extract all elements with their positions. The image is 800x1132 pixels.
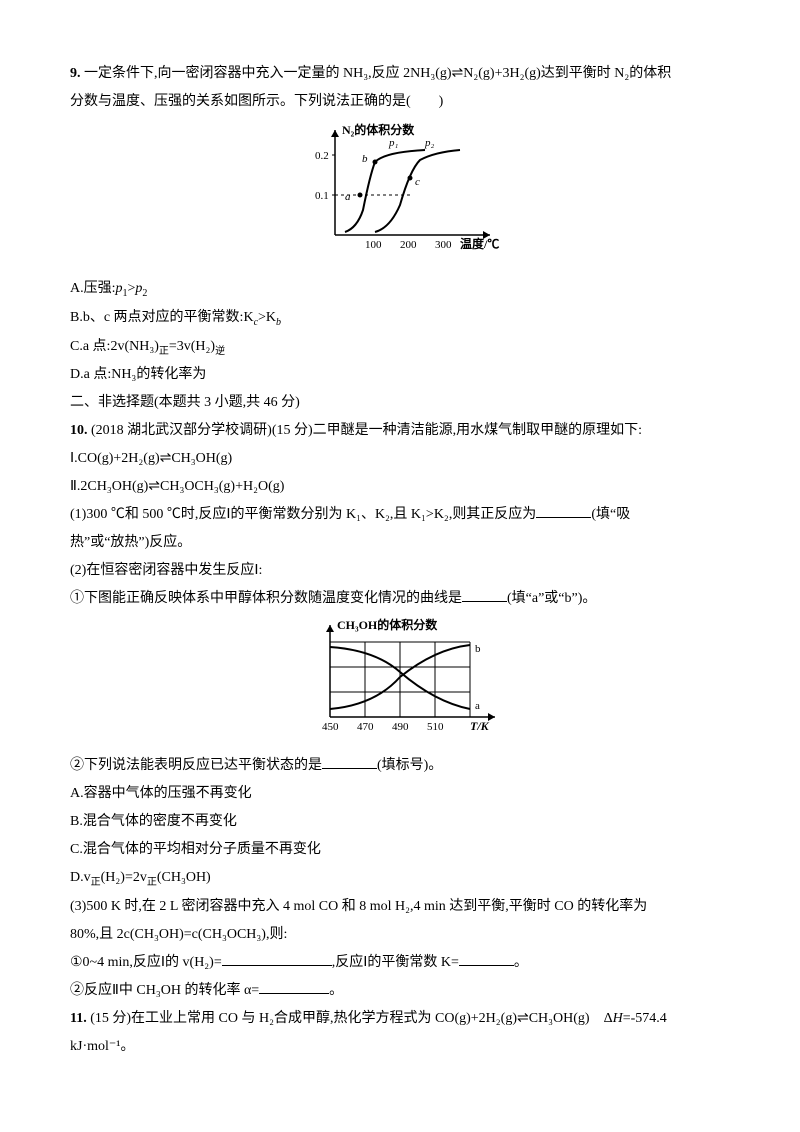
p2-label: p₂	[424, 137, 435, 149]
q10-eq1: Ⅰ.CO(g)+2H₂(g)⇌CH₃OH(g)	[70, 445, 730, 473]
q11-stem-c: kJ·mol⁻¹。	[70, 1033, 730, 1061]
q10-number: 10.	[70, 423, 88, 438]
q10-p3a: (3)500 K 时,在 2 L 密闭容器中充入 4 mol CO 和 8 mo…	[70, 893, 730, 921]
q10-chart-svg: b a 450 470 490 510 T/K CH₃OH的体积分数	[285, 617, 515, 737]
blank-1[interactable]	[536, 503, 591, 518]
pt-b: b	[362, 153, 368, 165]
q10-p31c: 。	[514, 955, 528, 970]
q10-optD-a: D.v	[70, 870, 91, 885]
ylabel2: CH₃OH的体积分数	[337, 617, 438, 632]
q10-optA: A.容器中气体的压强不再变化	[70, 780, 730, 808]
sub-b: b	[276, 317, 281, 328]
xt-470: 470	[357, 721, 374, 733]
p1-label: p₁	[388, 137, 399, 149]
q10-p3b: 80%,且 2c(CH₃OH)=c(CH₃OCH₃),则:	[70, 921, 730, 949]
curve-a: a	[475, 700, 480, 712]
q9-chart-svg: 0.1 0.2 100 200 300 a b c N₂的体积分数 p₁ p₂ …	[295, 120, 505, 260]
q10-chart: b a 450 470 490 510 T/K CH₃OH的体积分数	[70, 617, 730, 748]
q10-optB: B.混合气体的密度不再变化	[70, 808, 730, 836]
section2-title: 二、非选择题(本题共 3 小题,共 46 分)	[70, 389, 730, 417]
q9-stem-line2: 分数与温度、压强的关系如图所示。下列说法正确的是( )	[70, 88, 730, 116]
q10-p1c: 热”或“放热”)反应。	[70, 529, 730, 557]
xtick-200: 200	[400, 239, 417, 251]
q10-p1b: (填“吸	[591, 507, 630, 522]
q9-optB: B.b、c 两点对应的平衡常数:Kc>Kb	[70, 304, 730, 333]
q10-p31b: ,反应Ⅰ的平衡常数 K=	[332, 955, 459, 970]
q10-text: (2018 湖北武汉部分学校调研)(15 分)二甲醚是一种清洁能源,用水煤气制取…	[91, 423, 642, 438]
xtick-100: 100	[365, 239, 382, 251]
q9-optB-b: >K	[258, 310, 276, 325]
pt-a: a	[345, 191, 351, 203]
q9-optC-b: =3v(H₂)	[169, 339, 215, 354]
xt-450: 450	[322, 721, 339, 733]
pt-c: c	[415, 176, 420, 188]
q11-stem: 11. (15 分)在工业上常用 CO 与 H₂合成甲醇,热化学方程式为 CO(…	[70, 1005, 730, 1033]
q10-eq2: Ⅱ.2CH₃OH(g)⇌CH₃OCH₃(g)+H₂O(g)	[70, 473, 730, 501]
q10-optD: D.v正(H₂)=2v正(CH₃OH)	[70, 864, 730, 893]
q10-p32b: 。	[329, 983, 343, 998]
ital-H: H	[613, 1011, 623, 1026]
xt-490: 490	[392, 721, 409, 733]
xlabel: 温度/℃	[460, 236, 499, 251]
ytick-01: 0.1	[315, 190, 329, 202]
q10-p21b: (填“a”或“b”)。	[507, 591, 596, 606]
ytick-02: 0.2	[315, 150, 329, 162]
q9-text1: 一定条件下,向一密闭容器中充入一定量的 NH₃,反应 2NH₃(g)⇌N₂(g)…	[84, 66, 671, 81]
q11-text-a: (15 分)在工业上常用 CO 与 H₂合成甲醇,热化学方程式为 CO(g)+2…	[90, 1011, 612, 1026]
sub-z1: 正	[91, 877, 101, 888]
xt-510: 510	[427, 721, 444, 733]
q9-optB-a: B.b、c 两点对应的平衡常数:K	[70, 310, 254, 325]
q9-optA: A.压强:p1>p2	[70, 275, 730, 304]
q10-p21a: ①下图能正确反映体系中甲醇体积分数随温度变化情况的曲线是	[70, 591, 462, 606]
curve-b: b	[475, 643, 481, 655]
q10-p2-1: ①下图能正确反映体系中甲醇体积分数随温度变化情况的曲线是 (填“a”或“b”)。	[70, 585, 730, 613]
q9-chart: 0.1 0.2 100 200 300 a b c N₂的体积分数 p₁ p₂ …	[70, 120, 730, 271]
blank-5[interactable]	[459, 951, 514, 966]
q10-optD-c: (CH₃OH)	[157, 870, 211, 885]
sub-ni: 逆	[215, 345, 225, 356]
q10-optC: C.混合气体的平均相对分子质量不再变化	[70, 836, 730, 864]
q11-text-b: =-574.4	[623, 1011, 667, 1026]
blank-3[interactable]	[322, 754, 377, 769]
q10-p3-1: ①0~4 min,反应Ⅰ的 v(H₂)= ,反应Ⅰ的平衡常数 K= 。	[70, 949, 730, 977]
q10-p22a: ②下列说法能表明反应已达平衡状态的是	[70, 758, 322, 773]
q9-optC-a: C.a 点:2v(NH₃)	[70, 339, 159, 354]
q10-p1: (1)300 ℃和 500 ℃时,反应Ⅰ的平衡常数分别为 K₁、K₂,且 K₁>…	[70, 501, 730, 529]
q11-number: 11.	[70, 1011, 87, 1026]
q10-p31a: ①0~4 min,反应Ⅰ的 v(H₂)=	[70, 955, 222, 970]
q10-p1a: (1)300 ℃和 500 ℃时,反应Ⅰ的平衡常数分别为 K₁、K₂,且 K₁>…	[70, 507, 536, 522]
xlabel2: T/K	[470, 719, 490, 733]
sub-z2: 正	[147, 877, 157, 888]
q9-optC: C.a 点:2v(NH₃)正=3v(H₂)逆	[70, 333, 730, 362]
q10-p2-2: ②下列说法能表明反应已达平衡状态的是 (填标号)。	[70, 752, 730, 780]
q10-stem: 10. (2018 湖北武汉部分学校调研)(15 分)二甲醚是一种清洁能源,用水…	[70, 417, 730, 445]
q10-p3-2: ②反应Ⅱ中 CH₃OH 的转化率 α= 。	[70, 977, 730, 1005]
blank-2[interactable]	[462, 587, 507, 602]
xtick-300: 300	[435, 239, 452, 251]
q10-optD-b: (H₂)=2v	[101, 870, 147, 885]
q9-stem-line1: 9. 一定条件下,向一密闭容器中充入一定量的 NH₃,反应 2NH₃(g)⇌N₂…	[70, 60, 730, 88]
q9-number: 9.	[70, 66, 81, 81]
blank-6[interactable]	[259, 979, 329, 994]
q10-p32a: ②反应Ⅱ中 CH₃OH 的转化率 α=	[70, 983, 259, 998]
q10-p2: (2)在恒容密闭容器中发生反应Ⅰ:	[70, 557, 730, 585]
blank-4[interactable]	[222, 951, 332, 966]
q9-optD: D.a 点:NH₃的转化率为	[70, 361, 730, 389]
sub-zheng: 正	[159, 345, 169, 356]
ylabel: N₂的体积分数	[342, 122, 415, 137]
q10-p22b: (填标号)。	[377, 758, 442, 773]
